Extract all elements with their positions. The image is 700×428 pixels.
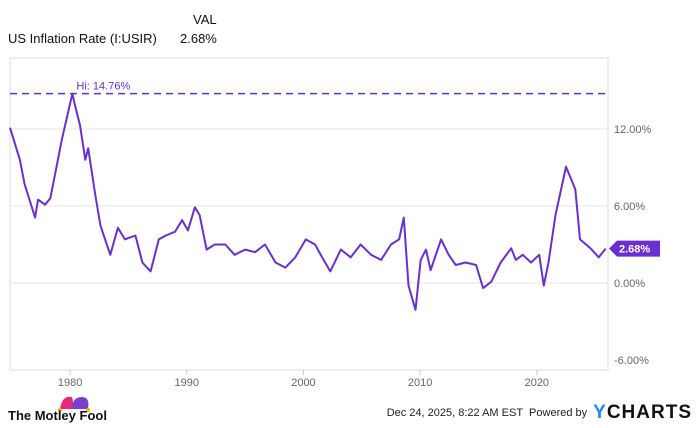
x-tick-label: 2010 <box>408 377 432 389</box>
y-tick-label: -6.00% <box>614 355 649 367</box>
last-value-badge: 2.68% <box>609 240 660 257</box>
x-tick-label: 2000 <box>291 377 315 389</box>
y-tick-label: 6.00% <box>614 201 645 213</box>
series-name: US Inflation Rate (I:USIR) <box>8 31 157 46</box>
timestamp: Dec 24, 2025, 8:22 AM EST <box>386 407 524 419</box>
powered-by: Powered by <box>529 407 588 419</box>
value-column-header: VAL <box>193 12 217 27</box>
ycharts-y-mark: Y <box>593 402 607 423</box>
brand-name: The Motley Fool <box>8 408 107 423</box>
series-line <box>9 92 607 311</box>
high-label: Hi: 14.76% <box>76 81 130 93</box>
series-value: 2.68% <box>180 31 217 46</box>
last-value-label: 2.68% <box>619 244 650 256</box>
x-tick-label: 2020 <box>525 377 549 389</box>
last-value-badge-bg <box>609 240 660 257</box>
x-tick-label: 1980 <box>58 377 82 389</box>
y-tick-label: 12.00% <box>614 124 652 136</box>
jester-hat-icon <box>58 396 90 412</box>
ycharts-logo[interactable]: YCHARTS <box>593 402 692 424</box>
y-tick-label: 0.00% <box>614 278 645 290</box>
plot-frame <box>9 57 609 371</box>
ycharts-text: CHARTS <box>606 402 692 423</box>
footer-right: Dec 24, 2025, 8:22 AM EST Powered by YCH… <box>387 400 692 426</box>
x-tick-label: 1990 <box>175 377 199 389</box>
